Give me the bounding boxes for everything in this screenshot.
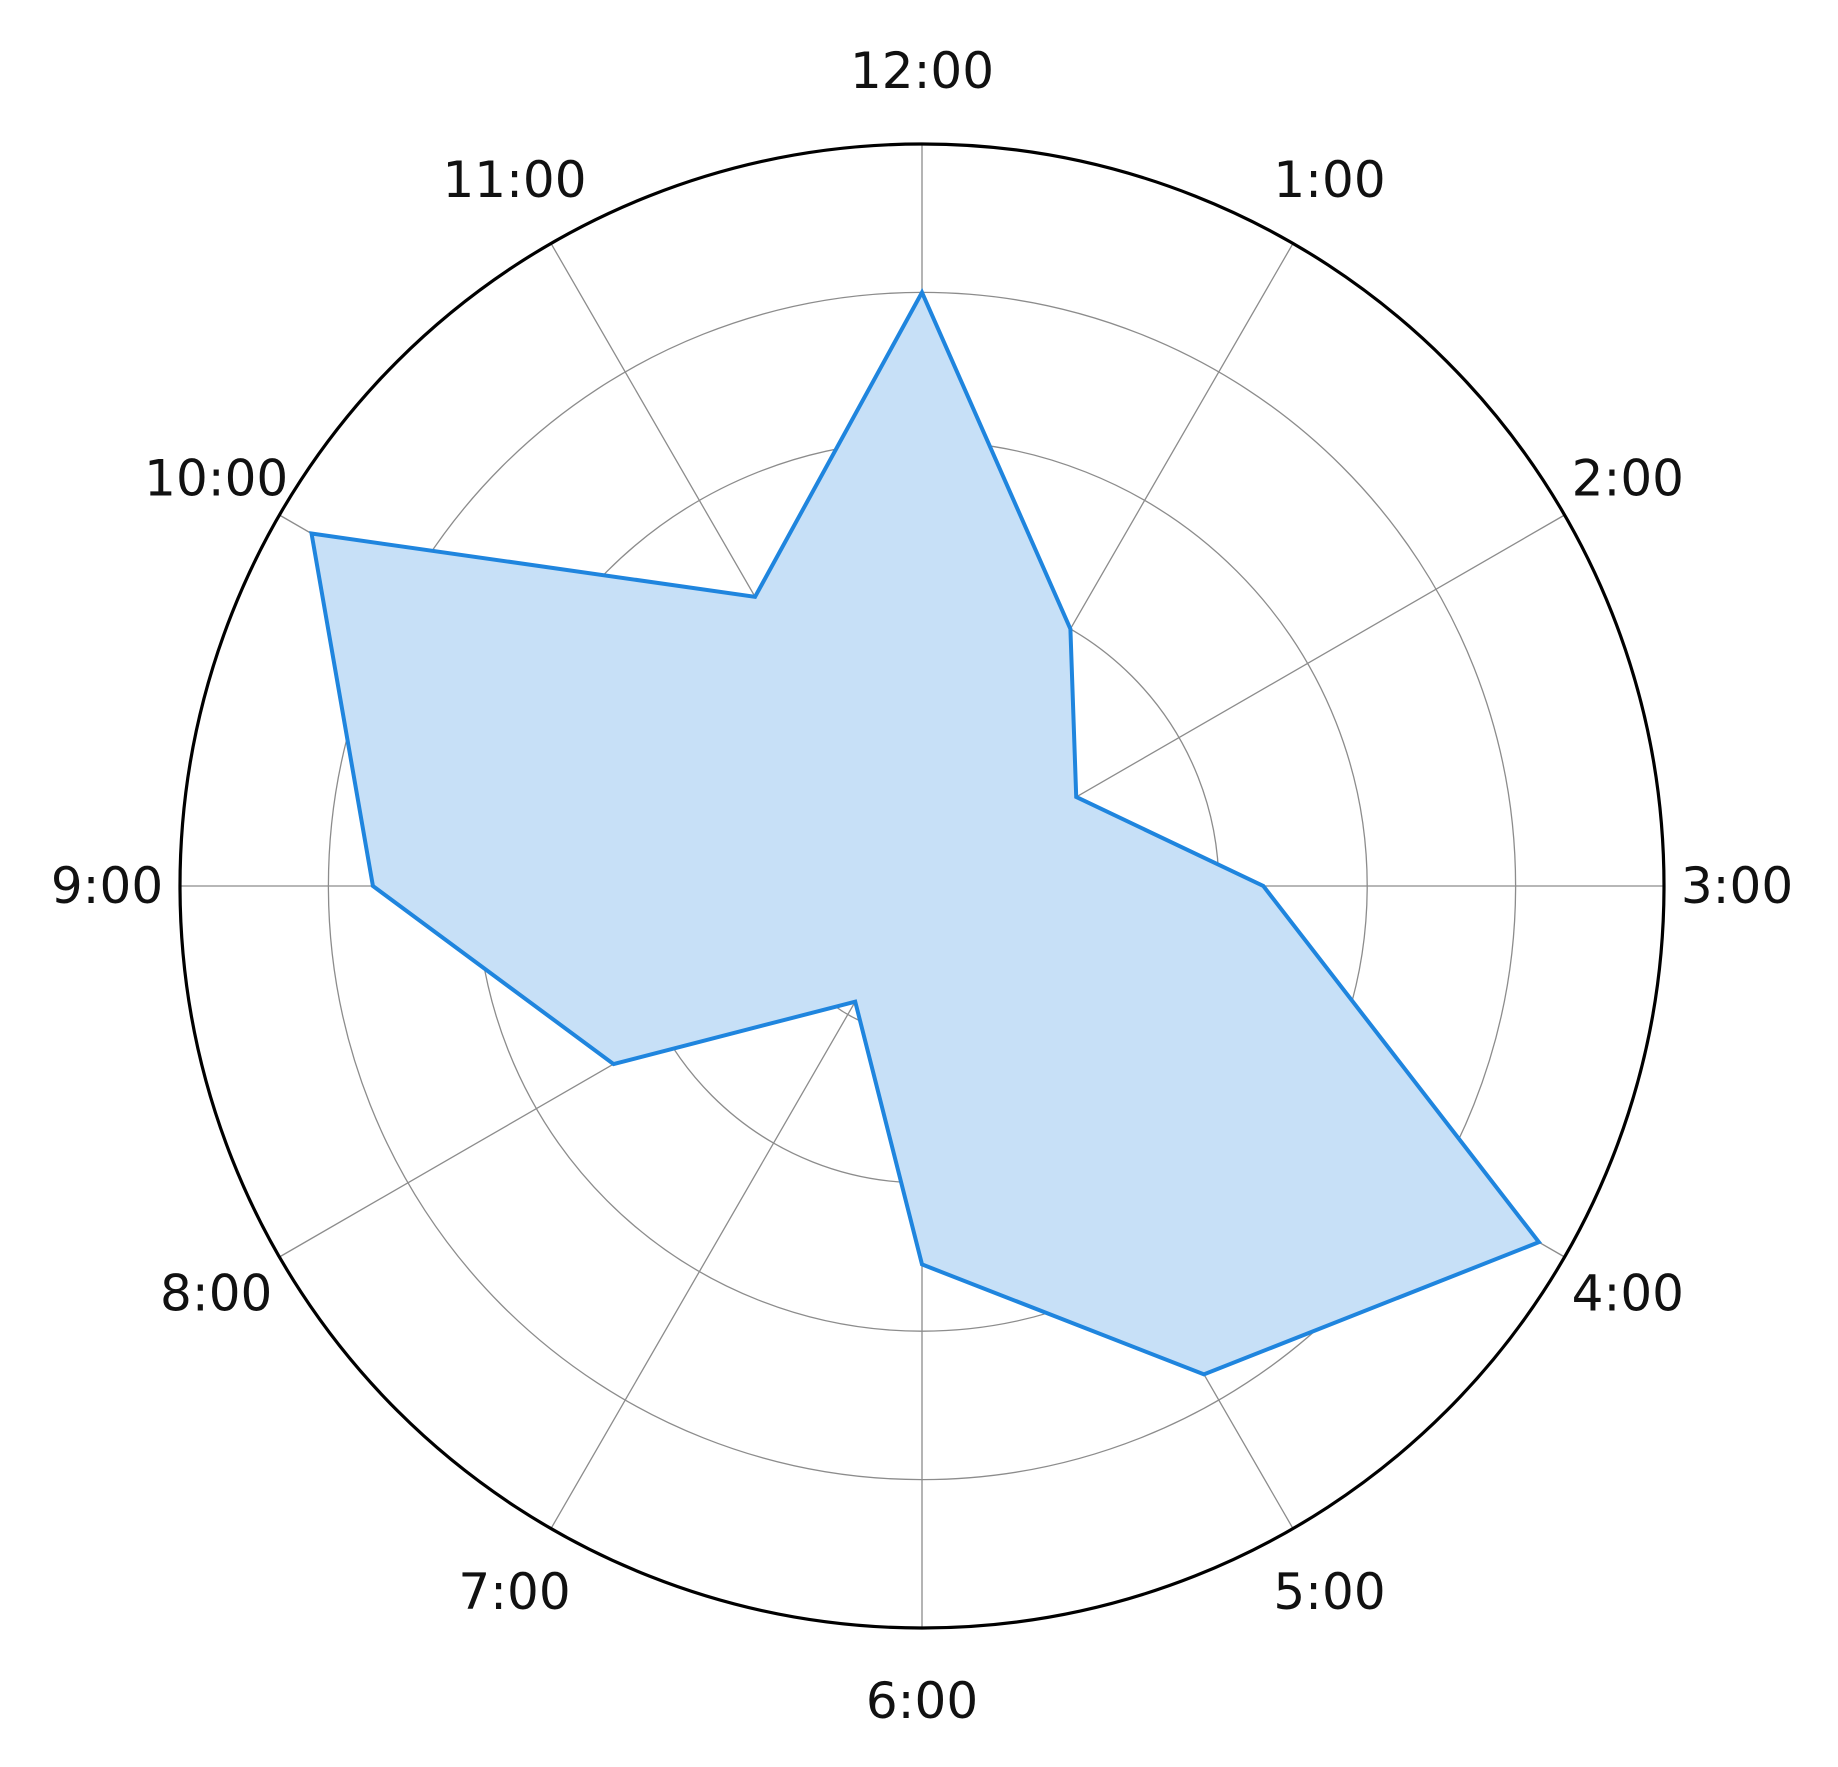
series-line xyxy=(309,287,1543,1377)
data-series xyxy=(309,287,1543,1377)
hour-labels: 12:00 1:00 2:00 3:00 4:00 5:00 6:00 7:00 8:00 9:0… xyxy=(51,42,1793,1730)
hour-label-6: 6:00 xyxy=(866,1672,978,1730)
hour-label-8: 8:00 xyxy=(160,1265,272,1323)
series-area xyxy=(311,292,1539,1375)
hour-label-2: 2:00 xyxy=(1572,450,1684,508)
hour-label-9: 9:00 xyxy=(51,857,163,915)
hour-label-11: 11:00 xyxy=(442,151,586,209)
hour-label-7: 7:00 xyxy=(458,1563,570,1621)
hour-label-3: 3:00 xyxy=(1681,857,1793,915)
polar-frame xyxy=(178,142,1666,1630)
hour-label-0: 12:00 xyxy=(850,42,994,100)
hour-label-1: 1:00 xyxy=(1273,151,1385,209)
outer-frame xyxy=(178,142,1666,1630)
hour-label-5: 5:00 xyxy=(1273,1563,1385,1621)
hour-label-4: 4:00 xyxy=(1572,1265,1684,1323)
hour-label-10: 10:00 xyxy=(144,450,288,508)
